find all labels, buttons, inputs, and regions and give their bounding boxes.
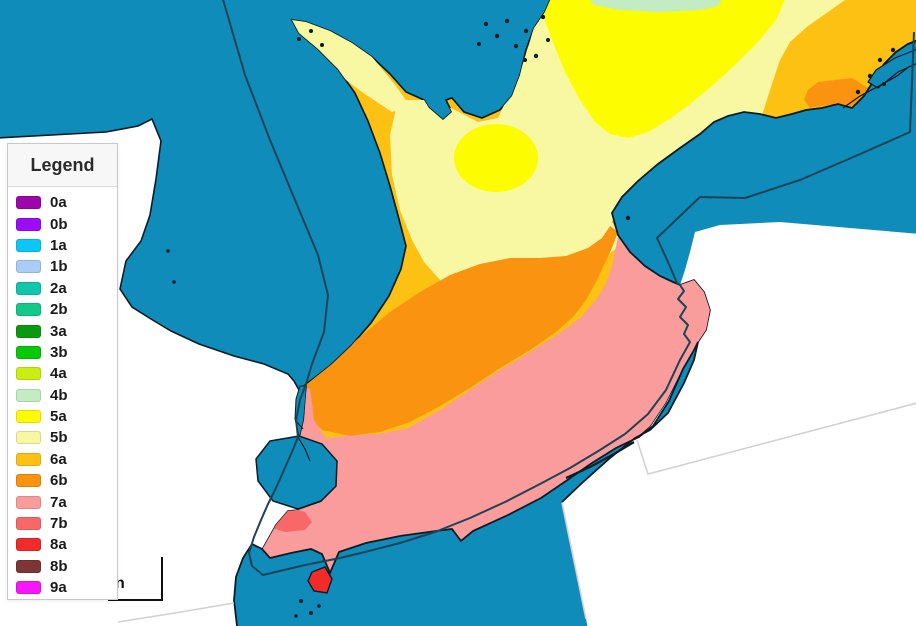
bay-of-quinte-inlet xyxy=(867,48,916,89)
legend-item-2b: 2b xyxy=(8,299,117,320)
legend-item-6b: 6b xyxy=(8,470,117,491)
legend-title: Legend xyxy=(8,144,117,187)
legend-item-4b: 4b xyxy=(8,385,117,406)
legend-label-2b: 2b xyxy=(50,301,68,319)
lake-ontario xyxy=(612,41,916,285)
legend-swatch-9a xyxy=(16,581,41,595)
legend-swatch-1b xyxy=(16,260,41,274)
legend-label-2a: 2a xyxy=(50,279,67,297)
legend-label-1b: 1b xyxy=(50,258,68,276)
legend-swatch-0b xyxy=(16,217,41,231)
legend-swatch-2b xyxy=(16,303,41,317)
legend-label-0a: 0a xyxy=(50,194,67,212)
international-border-line xyxy=(222,0,915,576)
legend-swatch-6a xyxy=(16,452,41,466)
zone-6b-southwest-band xyxy=(298,226,618,436)
legend-label-6a: 6a xyxy=(50,450,67,468)
legend-swatch-5b xyxy=(16,431,41,445)
us-boundary-lines xyxy=(117,402,916,623)
legend-item-0b: 0b xyxy=(8,213,117,234)
legend-item-4a: 4a xyxy=(8,363,117,384)
legend-swatch-7a xyxy=(16,495,41,509)
legend-body: 0a 0b 1a 1b 2a 2b 3a 3b 4a 4b 5a 5b 6a 6… xyxy=(8,187,117,598)
legend-label-7b: 7b xyxy=(50,515,68,533)
legend-swatch-5a xyxy=(16,410,41,424)
legend-item-9a: 9a xyxy=(8,577,117,598)
zone-7b-niagara xyxy=(683,273,691,281)
legend-item-3b: 3b xyxy=(8,342,117,363)
lake-erie-shoreline xyxy=(233,341,699,626)
legend-item-0a: 0a xyxy=(8,192,117,213)
legend-item-6a: 6a xyxy=(8,449,117,470)
zone-5a-northeast xyxy=(540,0,788,138)
quinte-channels xyxy=(842,65,911,109)
legend-item-5b: 5b xyxy=(8,427,117,448)
legend-label-5b: 5b xyxy=(50,429,68,447)
legend-item-8a: 8a xyxy=(8,534,117,555)
legend-label-3a: 3a xyxy=(50,322,67,340)
scalebar-bracket xyxy=(108,557,163,601)
zone-5a-dundalk-dome xyxy=(454,124,538,192)
legend-item-3a: 3a xyxy=(8,320,117,341)
zone-5b-bruce-tip xyxy=(286,16,410,112)
legend-label-6b: 6b xyxy=(50,472,68,490)
legend-label-1a: 1a xyxy=(50,236,67,254)
legend-label-5a: 5a xyxy=(50,408,67,426)
legend-swatch-4b xyxy=(16,388,41,402)
legend-item-1a: 1a xyxy=(8,235,117,256)
legend-swatch-8a xyxy=(16,538,41,552)
long-point-spit xyxy=(565,441,635,479)
legend-item-2a: 2a xyxy=(8,278,117,299)
legend-swatch-8b xyxy=(16,559,41,573)
legend-label-4a: 4a xyxy=(50,365,67,383)
legend-item-7a: 7a xyxy=(8,491,117,512)
zone-4b-top-sliver xyxy=(584,0,726,12)
legend-swatch-4a xyxy=(16,367,41,381)
legend-swatch-3a xyxy=(16,324,41,338)
legend-item-7b: 7b xyxy=(8,513,117,534)
legend-swatch-2a xyxy=(16,281,41,295)
legend-item-8b: 8b xyxy=(8,556,117,577)
lake-ontario-shoreline xyxy=(611,40,916,286)
legend-swatch-1a xyxy=(16,238,41,252)
zone-6b-quinte-shore xyxy=(804,78,868,108)
lake-st-clair xyxy=(255,435,338,510)
legend-item-5a: 5a xyxy=(8,406,117,427)
legend-item-1b: 1b xyxy=(8,256,117,277)
island-dots xyxy=(166,14,896,618)
legend-label-4b: 4b xyxy=(50,386,68,404)
scalebar-text: n xyxy=(115,575,125,592)
legend-panel: Legend 0a 0b 1a 1b 2a 2b 3a 3b 4a 4b 5a … xyxy=(7,143,118,600)
zone-7a-erie-niagara-band xyxy=(262,228,710,574)
legend-swatch-7b xyxy=(16,517,41,531)
legend-label-8a: 8a xyxy=(50,536,67,554)
legend-label-0b: 0b xyxy=(50,215,68,233)
legend-label-9a: 9a xyxy=(50,579,67,597)
legend-label-7a: 7a xyxy=(50,493,67,511)
legend-swatch-0a xyxy=(16,196,41,210)
zone-5b-central-northeast xyxy=(390,0,845,305)
legend-swatch-3b xyxy=(16,345,41,359)
pelee-island xyxy=(307,566,333,594)
legend-label-8b: 8b xyxy=(50,557,68,575)
legend-label-3b: 3b xyxy=(50,343,68,361)
legend-swatch-6b xyxy=(16,474,41,488)
